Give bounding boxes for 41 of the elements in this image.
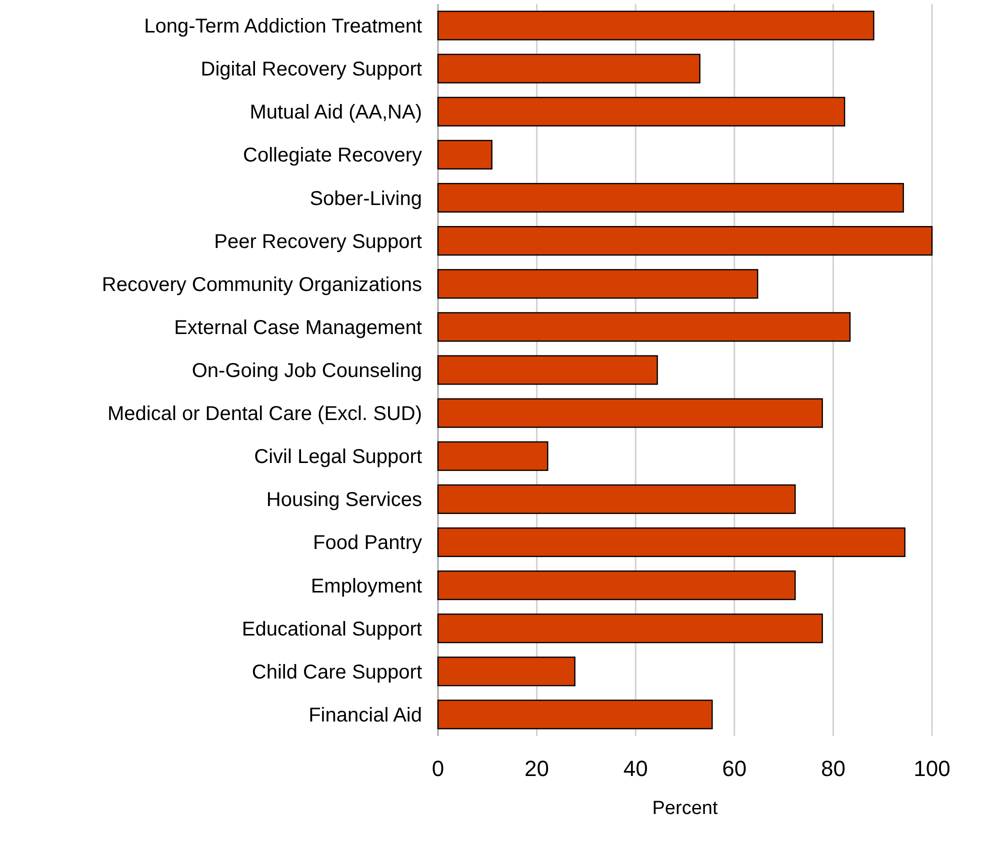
- x-axis-title: Percent: [652, 798, 718, 819]
- bar: [437, 355, 658, 385]
- y-tick-label: Peer Recovery Support: [214, 230, 422, 253]
- bar: [437, 484, 796, 514]
- x-tick-label: 80: [820, 756, 846, 781]
- y-tick-label: Medical or Dental Care (Excl. SUD): [107, 403, 422, 426]
- bar: [437, 656, 576, 686]
- bar: [437, 570, 796, 600]
- y-tick-label: Digital Recovery Support: [200, 58, 422, 81]
- bar: [437, 96, 846, 126]
- y-tick-label: On-Going Job Counseling: [192, 360, 422, 382]
- bar: [437, 398, 823, 428]
- bar: [437, 441, 548, 471]
- bar: [437, 527, 906, 558]
- y-tick-label: Housing Services: [266, 489, 422, 512]
- y-tick-label: Mutual Aid (AA,NA): [250, 102, 422, 124]
- x-tick-label: 100: [914, 756, 950, 781]
- bar: [437, 10, 874, 40]
- x-tick-label: 60: [722, 756, 747, 781]
- y-tick-label: Child Care Support: [252, 661, 422, 684]
- y-tick-label: Long-Term Addiction Treatment: [144, 16, 422, 38]
- bar: [437, 269, 758, 299]
- y-tick-label: Civil Legal Support: [254, 446, 422, 468]
- bar: [437, 140, 492, 170]
- x-tick-label: 40: [623, 756, 648, 781]
- y-tick-label: Employment: [310, 575, 422, 598]
- y-tick-label: Educational Support: [242, 618, 422, 640]
- y-tick-label: Sober-Living: [310, 188, 422, 210]
- y-tick-label: Recovery Community Organizations: [102, 274, 422, 296]
- y-tick-label: External Case Management: [174, 316, 422, 339]
- bar: [437, 54, 700, 84]
- y-tick-label: Food Pantry: [313, 532, 422, 554]
- bar: [437, 614, 823, 644]
- bar: [437, 226, 933, 256]
- x-tick-label: 0: [432, 756, 444, 781]
- bar: [437, 700, 713, 730]
- bar: [437, 312, 851, 342]
- x-tick-label: 20: [524, 756, 550, 781]
- y-tick-label: Financial Aid: [308, 704, 422, 726]
- bar: [437, 182, 904, 213]
- y-tick-label: Collegiate Recovery: [243, 144, 422, 167]
